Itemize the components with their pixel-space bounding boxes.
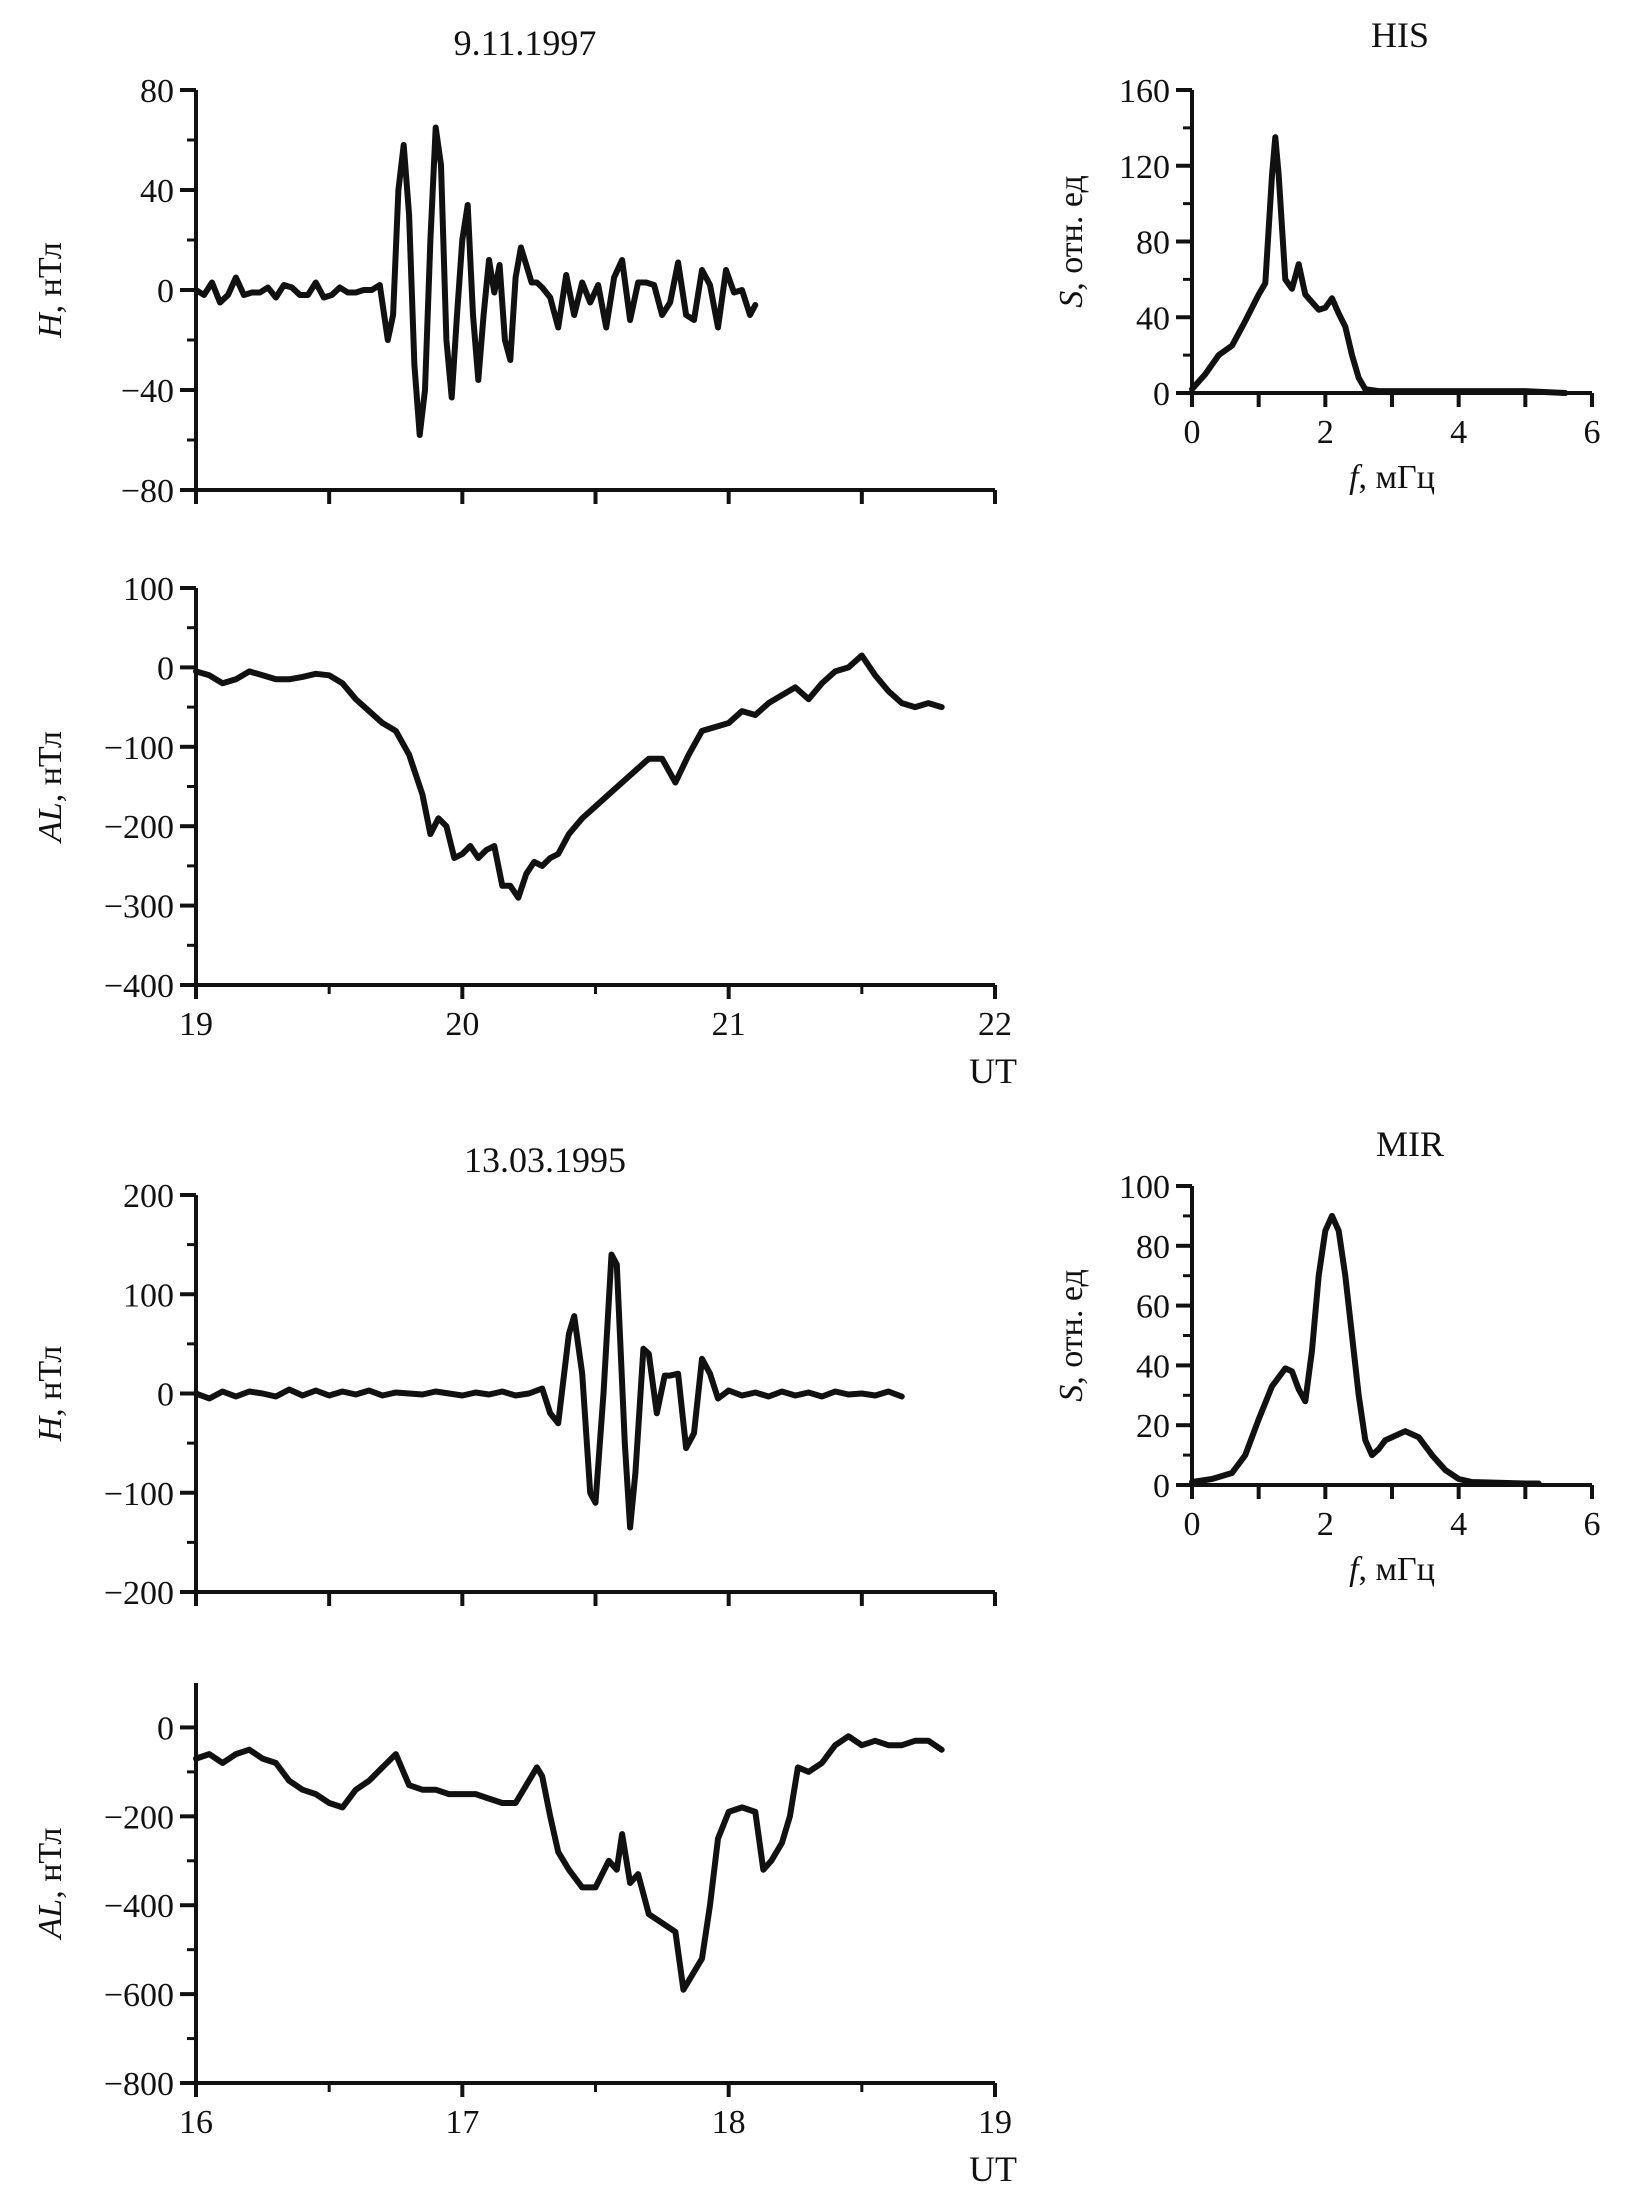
- p3-y-tick-label: 0: [1153, 376, 1170, 413]
- p4-series-line: [193, 1251, 905, 1531]
- p1-ylabel: H, нТл: [32, 242, 69, 339]
- p4-y-tick-label: 200: [123, 1178, 174, 1215]
- p2-y-tick-label: 100: [123, 571, 174, 608]
- p2-x-tick-label: 22: [978, 1006, 1012, 1043]
- p5-x-tick-label: 18: [712, 2104, 746, 2141]
- p5-x-tick-label: 16: [179, 2104, 213, 2141]
- p2-xlabel: UT: [969, 1051, 1017, 1091]
- p3-x-tick-label: 6: [1584, 414, 1601, 451]
- p1-y-tick-label: 80: [140, 73, 174, 110]
- p6-series-line: [1189, 1212, 1542, 1487]
- p3-xlabel: f, мГц: [1349, 459, 1435, 496]
- p3-series-line: [1189, 134, 1569, 396]
- p5-y-tick-label: −600: [104, 1977, 174, 2014]
- p2-series-line: [193, 652, 945, 901]
- date-title-1997: 9.11.1997: [454, 23, 597, 63]
- p5-y-tick-label: 0: [157, 1710, 174, 1747]
- p5-series-line: [193, 1733, 945, 1993]
- p2-y-tick-label: −200: [104, 809, 174, 846]
- p5-xlabel: UT: [969, 2149, 1017, 2189]
- p5-ylabel: AL, нТл: [32, 1828, 69, 1941]
- p3-ylabel: S, отн. ед: [1053, 175, 1090, 308]
- p1-y-tick-label: 40: [140, 173, 174, 210]
- p5-y-tick-label: −800: [104, 2066, 174, 2103]
- p4-y-tick-label: −200: [104, 1575, 174, 1612]
- p3-y-tick-label: 40: [1136, 300, 1170, 337]
- p4-y-tick-label: 0: [157, 1377, 174, 1414]
- p3-x-tick-label: 0: [1184, 414, 1201, 451]
- p4-ylabel: H, нТл: [32, 1346, 69, 1443]
- p6-x-tick-label: 6: [1584, 1506, 1601, 1543]
- p6-y-tick-label: 20: [1136, 1408, 1170, 1445]
- p6-y-tick-label: 40: [1136, 1348, 1170, 1385]
- p3-y-tick-label: 120: [1119, 149, 1170, 186]
- p1-y-tick-label: −80: [121, 473, 174, 510]
- p4-y-tick-label: −100: [104, 1476, 174, 1513]
- p2-x-tick-label: 19: [179, 1006, 213, 1043]
- p4-y-tick-label: 100: [123, 1277, 174, 1314]
- p5-x-tick-label: 17: [445, 2104, 479, 2141]
- p6-y-tick-label: 80: [1136, 1229, 1170, 1266]
- p6-y-tick-label: 60: [1136, 1289, 1170, 1326]
- p6-x-tick-label: 2: [1317, 1506, 1334, 1543]
- spectrum-title-his: HIS: [1371, 15, 1429, 55]
- p6-x-tick-label: 0: [1184, 1506, 1201, 1543]
- p2-y-tick-label: −300: [104, 889, 174, 926]
- p1-series-line: [193, 124, 759, 438]
- p3-y-tick-label: 160: [1119, 73, 1170, 110]
- p1-y-tick-label: 0: [157, 273, 174, 310]
- p2-x-tick-label: 21: [712, 1006, 746, 1043]
- p6-xlabel: f, мГц: [1349, 1551, 1435, 1588]
- p3-x-tick-label: 4: [1450, 414, 1467, 451]
- p3-x-tick-label: 2: [1317, 414, 1334, 451]
- p5-y-tick-label: −400: [104, 1888, 174, 1925]
- spectrum-title-mir: MIR: [1376, 1124, 1444, 1164]
- p2-y-tick-label: −100: [104, 730, 174, 767]
- p6-y-tick-label: 0: [1153, 1468, 1170, 1505]
- p1-y-tick-label: −40: [121, 373, 174, 410]
- p2-y-tick-label: 0: [157, 650, 174, 687]
- date-title-1995: 13.03.1995: [464, 1140, 626, 1180]
- p6-ylabel: S, отн. ед: [1053, 1269, 1090, 1402]
- p6-y-tick-label: 100: [1119, 1169, 1170, 1206]
- p2-ylabel: AL, нТл: [32, 731, 69, 844]
- p2-y-tick-label: −400: [104, 968, 174, 1005]
- p6-x-tick-label: 4: [1450, 1506, 1467, 1543]
- p3-y-tick-label: 80: [1136, 225, 1170, 262]
- p2-x-tick-label: 20: [445, 1006, 479, 1043]
- p5-y-tick-label: −200: [104, 1799, 174, 1836]
- p5-x-tick-label: 19: [978, 2104, 1012, 2141]
